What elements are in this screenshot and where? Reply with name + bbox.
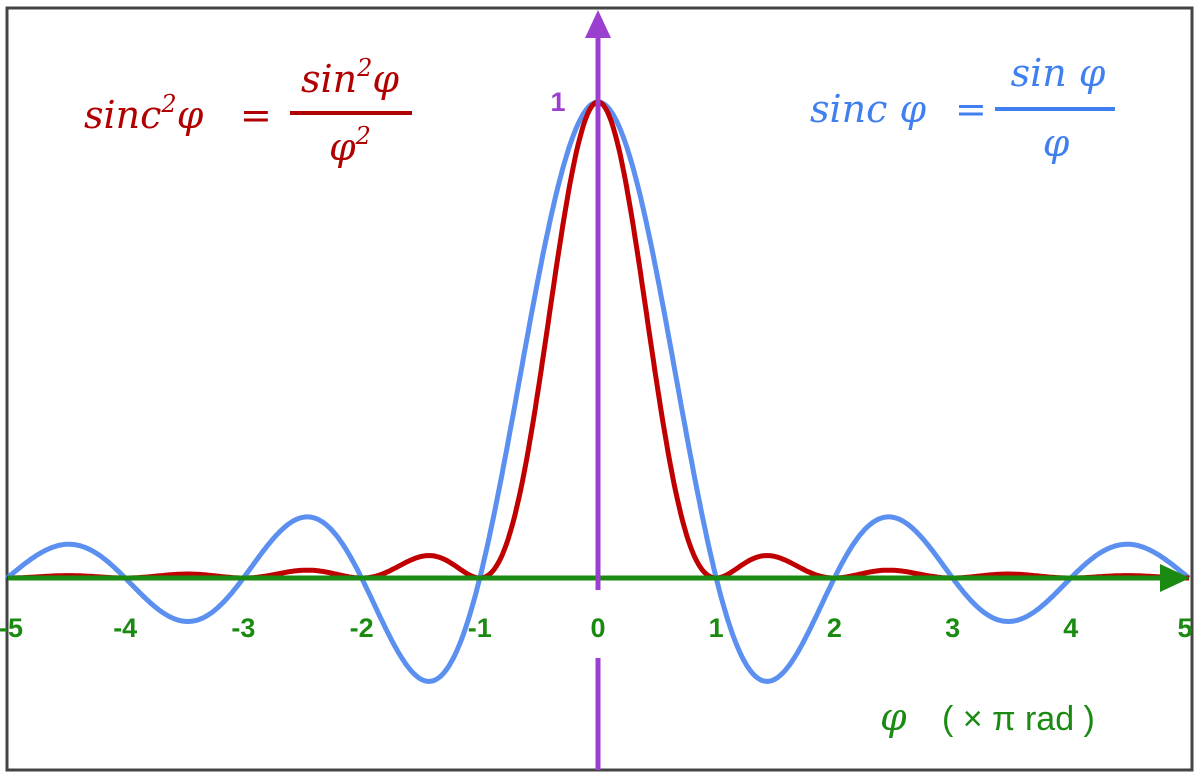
svg-text:sin2φ: sin2φ (301, 54, 399, 101)
x-axis-arrow-icon (1160, 564, 1190, 592)
x-tick-label: 4 (1063, 613, 1078, 643)
svg-text:sinc φ: sinc φ (810, 87, 926, 131)
x-tick-label: 0 (590, 613, 605, 643)
svg-text:sinc2φ: sinc2φ (84, 90, 204, 137)
sinc-formula: sinc φ = sin φ φ (810, 51, 1115, 165)
svg-text:φ2: φ2 (329, 122, 371, 169)
y-axis-arrow-icon (585, 10, 611, 38)
x-tick-label: 1 (709, 613, 724, 643)
x-tick-label: -5 (0, 613, 23, 643)
x-tick-label: -4 (113, 613, 137, 643)
svg-text:φ: φ (1043, 121, 1070, 165)
sinc2-formula: sinc2φ = sin2φ φ2 (84, 54, 412, 169)
x-axis-label-symbol: φ (880, 695, 907, 739)
svg-text:sin φ: sin φ (1011, 51, 1106, 95)
x-tick-label: 3 (945, 613, 960, 643)
x-tick-label: -2 (350, 613, 374, 643)
x-tick-label: -1 (468, 613, 492, 643)
x-tick-label: 5 (1177, 613, 1192, 643)
x-axis-label-unit: ( × π rad ) (942, 700, 1095, 738)
x-tick-label: -3 (231, 613, 255, 643)
x-tick-label: 2 (827, 613, 842, 643)
svg-text:=: = (955, 87, 987, 131)
svg-text:=: = (240, 93, 272, 137)
y-tick-1: 1 (550, 87, 565, 117)
